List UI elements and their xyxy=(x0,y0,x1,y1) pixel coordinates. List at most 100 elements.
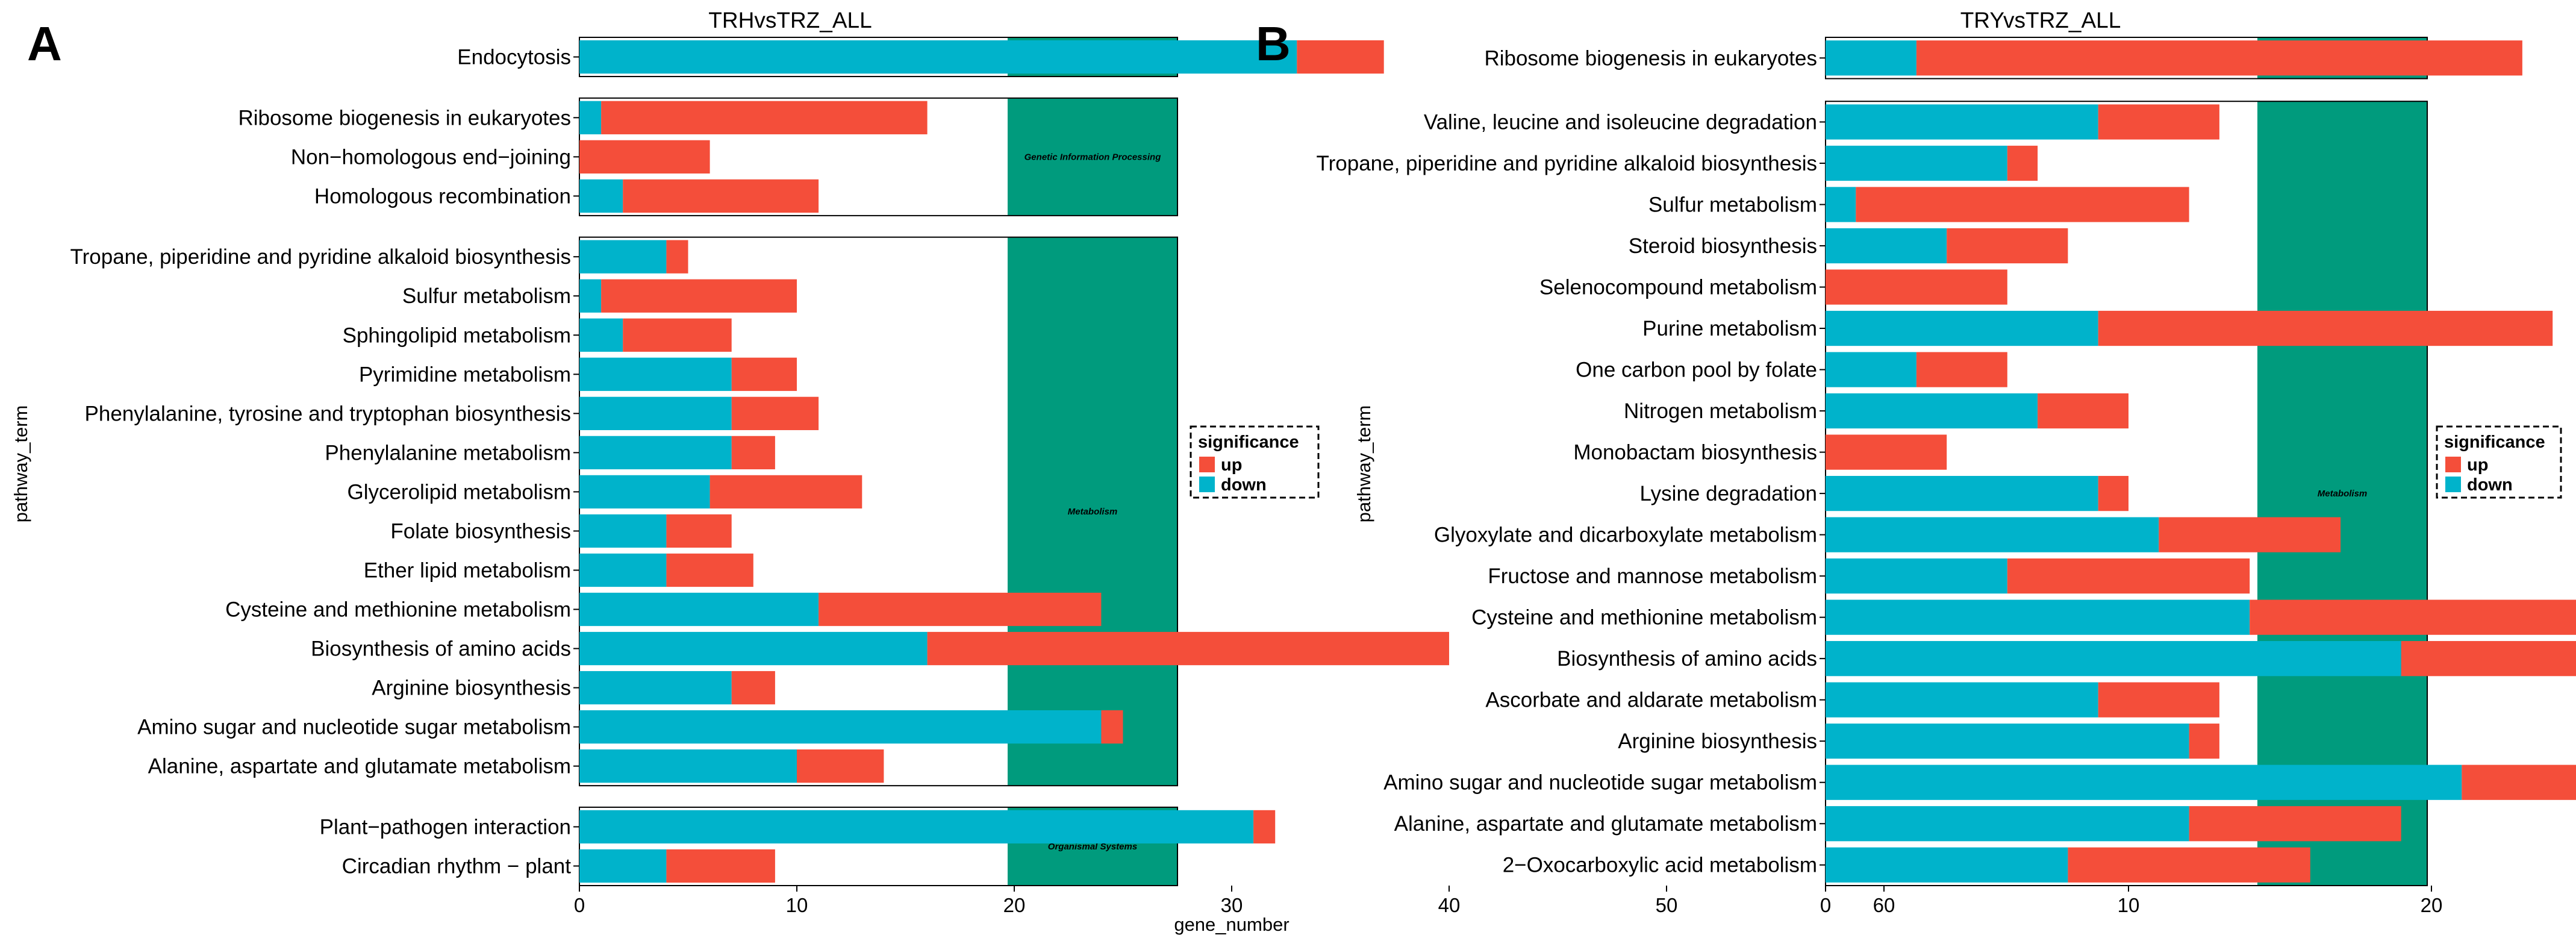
panel-label: A xyxy=(27,17,62,70)
x-tick-label: 40 xyxy=(1438,894,1461,916)
bar-down xyxy=(579,631,928,666)
bar-up xyxy=(2250,599,2576,635)
bar-up xyxy=(731,396,819,430)
category-label: Valine, leucine and isoleucine degradati… xyxy=(1424,110,1817,134)
bar-up xyxy=(666,849,775,883)
category-label: Ribosome biogenesis in eukaryotes xyxy=(1484,46,1817,70)
category-label: Arginine biosynthesis xyxy=(372,677,571,700)
legend-title: significance xyxy=(2444,433,2545,452)
bar-down xyxy=(1826,641,2401,677)
bar-down xyxy=(579,553,667,587)
legend-swatch-down xyxy=(1199,477,1215,492)
bar-up xyxy=(2189,724,2219,759)
bar-up xyxy=(1947,228,2068,264)
facet-strip xyxy=(1008,98,1177,216)
category-label: Homologous recombination xyxy=(314,184,571,208)
bar-up xyxy=(623,318,732,352)
bar-down xyxy=(1826,352,1916,387)
bar-down xyxy=(579,357,732,391)
bar-down xyxy=(1826,40,1916,76)
bar-up xyxy=(2401,641,2576,677)
bar-down xyxy=(1826,682,2098,718)
y-axis-title: pathway_term xyxy=(1353,405,1374,523)
bar-up xyxy=(731,671,775,705)
category-label: Nitrogen metabolism xyxy=(1624,399,1817,423)
legend-swatch-down xyxy=(2445,477,2461,492)
bar-up xyxy=(1826,434,1947,470)
x-tick-label: 0 xyxy=(1820,894,1831,916)
bar-up xyxy=(601,101,928,134)
bar-up xyxy=(2189,806,2401,842)
legend-item-label: up xyxy=(1221,455,1242,475)
bar-up xyxy=(819,592,1102,627)
x-tick-label: 30 xyxy=(1221,894,1243,916)
category-label: Fructose and mannose metabolism xyxy=(1488,564,1817,588)
chart-title: TRHvsTRZ_ALL xyxy=(708,8,872,33)
bar-up xyxy=(2098,475,2128,511)
category-label: Biosynthesis of amino acids xyxy=(311,637,571,661)
panel-label: B xyxy=(1256,17,1291,70)
category-label: Arginine biosynthesis xyxy=(1618,730,1817,753)
bar-up xyxy=(1101,710,1123,744)
bar-up xyxy=(579,140,710,174)
bar-up xyxy=(1856,187,2189,222)
bar-down xyxy=(1826,847,2068,883)
legend-item-label: up xyxy=(2467,455,2488,475)
facet-strip-label: Organismal Systems xyxy=(1048,842,1137,852)
bar-up xyxy=(2098,682,2219,718)
bar-up xyxy=(2007,558,2250,594)
bar-down xyxy=(579,475,710,509)
bar-down xyxy=(579,810,1254,844)
category-label: Steroid biosynthesis xyxy=(1629,234,1817,258)
bar-up xyxy=(1916,40,2522,76)
facet-strip-label: Metabolism xyxy=(1068,507,1118,517)
category-label: Ribosome biogenesis in eukaryotes xyxy=(238,106,571,130)
category-label: Monobactam biosynthesis xyxy=(1573,441,1817,464)
bar-up xyxy=(731,436,775,470)
category-label: Selenocompound metabolism xyxy=(1539,276,1817,299)
bar-down xyxy=(1826,228,1947,264)
category-label: Folate biosynthesis xyxy=(390,519,571,543)
bar-down xyxy=(579,592,819,627)
category-label: Alanine, aspartate and glutamate metabol… xyxy=(1394,812,1817,836)
bar-down xyxy=(1826,145,2007,181)
category-label: Tropane, piperidine and pyridine alkaloi… xyxy=(1317,152,1817,175)
x-tick-label: 50 xyxy=(1656,894,1678,916)
category-label: Non−homologous end−joining xyxy=(291,145,571,169)
category-label: Lysine degradation xyxy=(1640,482,1817,505)
x-axis-title: gene_number xyxy=(1174,914,1289,935)
chart-title: TRYvsTRZ_ALL xyxy=(1960,8,2121,33)
bar-up xyxy=(2068,847,2310,883)
bar-down xyxy=(1826,393,2038,429)
category-label: Biosynthesis of amino acids xyxy=(1557,647,1817,671)
x-tick-label: 20 xyxy=(1003,894,1026,916)
bar-up xyxy=(731,357,797,391)
bar-down xyxy=(1826,187,1856,222)
facet-strip xyxy=(2257,101,2427,886)
category-label: Alanine, aspartate and glutamate metabol… xyxy=(148,755,571,778)
bar-up xyxy=(1826,269,2007,305)
x-tick-label: 20 xyxy=(2421,894,2443,916)
bar-down xyxy=(579,101,602,134)
category-label: Glycerolipid metabolism xyxy=(347,480,571,504)
bar-down xyxy=(1826,104,2098,140)
y-axis-title: pathway_term xyxy=(10,405,31,523)
category-label: Phenylalanine metabolism xyxy=(325,441,571,464)
category-label: Cysteine and methionine metabolism xyxy=(1471,606,1817,630)
bar-down xyxy=(579,710,1102,744)
bar-up xyxy=(601,279,797,313)
x-tick-label: 60 xyxy=(1873,894,1895,916)
bar-up xyxy=(927,631,1449,666)
bar-up xyxy=(2038,393,2128,429)
category-label: Glyoxylate and dicarboxylate metabolism xyxy=(1434,524,1817,547)
legend-item-label: down xyxy=(2467,475,2513,495)
bar-up xyxy=(1916,352,2007,387)
facet-strip-label: Genetic Information Processing xyxy=(1024,152,1161,162)
bar-up xyxy=(666,240,688,274)
bar-up xyxy=(2098,310,2553,346)
x-tick-label: 10 xyxy=(2118,894,2140,916)
bar-up xyxy=(2462,764,2576,800)
bar-down xyxy=(579,279,602,313)
legend-swatch-up xyxy=(1199,457,1215,472)
